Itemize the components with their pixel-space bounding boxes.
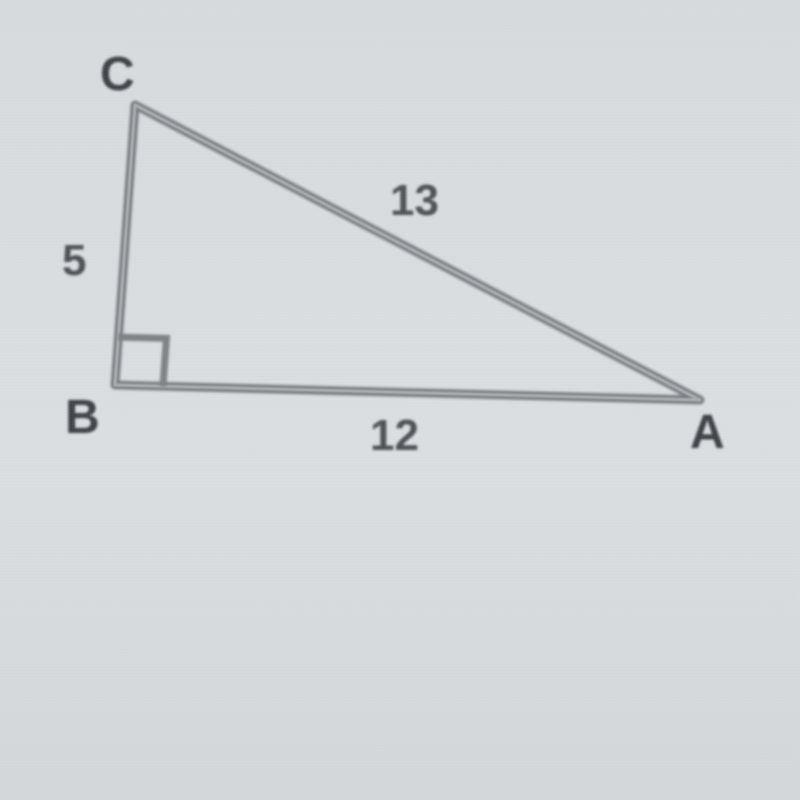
vertex-label-a: A xyxy=(690,406,725,459)
vertex-label-c: C xyxy=(100,48,135,101)
triangle-diagram: C B A 5 13 12 xyxy=(0,0,800,800)
side-label-cb: 5 xyxy=(62,236,86,285)
vertex-label-b: B xyxy=(65,391,100,444)
triangle-svg: C B A 5 13 12 xyxy=(0,0,800,800)
right-angle-marker xyxy=(118,337,166,386)
side-label-ca: 13 xyxy=(390,176,439,225)
side-label-ba: 12 xyxy=(370,411,419,460)
triangle-outline-highlight xyxy=(115,105,700,400)
